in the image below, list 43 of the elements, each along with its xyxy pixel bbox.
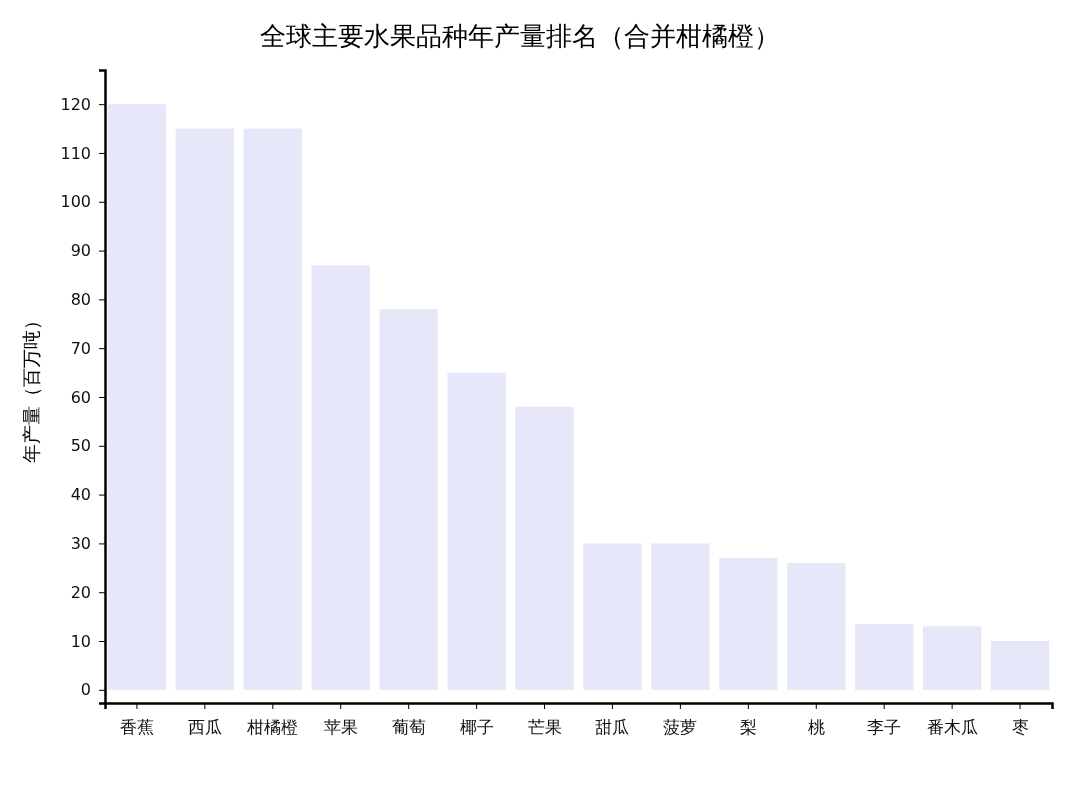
y-tick-label: 40 (70, 485, 91, 505)
bar (379, 309, 438, 690)
x-tick-label: 梨 (739, 717, 757, 738)
y-axis-title: 年产量（百万吨） (20, 310, 42, 463)
x-tick-label: 柑橘橙 (246, 717, 299, 738)
bar (447, 372, 506, 690)
y-tick-label: 10 (70, 631, 91, 651)
chart-title: 全球主要水果品种年产量排名（合并柑橘橙） (260, 21, 780, 51)
bar (854, 623, 914, 690)
y-tick-label: 120 (60, 94, 91, 114)
x-tick-label: 葡萄 (391, 717, 426, 738)
y-tick-label: 110 (60, 143, 91, 163)
y-tick-label: 30 (70, 534, 91, 554)
y-tick-label: 0 (80, 680, 91, 700)
x-tick-label: 苹果 (323, 717, 358, 738)
x-tick-label: 西瓜 (187, 717, 222, 738)
bar (243, 128, 303, 690)
bar (583, 543, 642, 690)
bar (651, 543, 710, 690)
bar (922, 626, 982, 690)
y-tick-label: 70 (70, 338, 91, 358)
y-tick-label: 80 (70, 290, 91, 309)
y-tick-label: 60 (70, 387, 91, 407)
y-tick-label: 90 (70, 241, 91, 261)
x-tick-label: 香蕉 (119, 717, 154, 738)
x-tick-label: 番木瓜 (926, 717, 978, 738)
bar (515, 406, 574, 690)
bar (175, 128, 235, 690)
x-tick-label: 桃 (807, 717, 825, 738)
bar (719, 558, 778, 690)
y-tick-label: 100 (60, 192, 91, 212)
x-tick-label: 李子 (867, 717, 902, 738)
y-tick-label: 20 (70, 582, 91, 602)
bar (311, 265, 370, 690)
x-tick-label: 椰子 (459, 717, 494, 738)
x-tick-label: 甜瓜 (595, 717, 630, 738)
bar (107, 104, 167, 690)
bar (787, 562, 846, 690)
x-tick-label: 芒果 (527, 717, 562, 738)
x-tick-label: 枣 (1011, 717, 1029, 738)
x-tick-label: 菠萝 (663, 717, 698, 738)
bar (990, 641, 1050, 690)
y-tick-label: 50 (70, 436, 91, 456)
